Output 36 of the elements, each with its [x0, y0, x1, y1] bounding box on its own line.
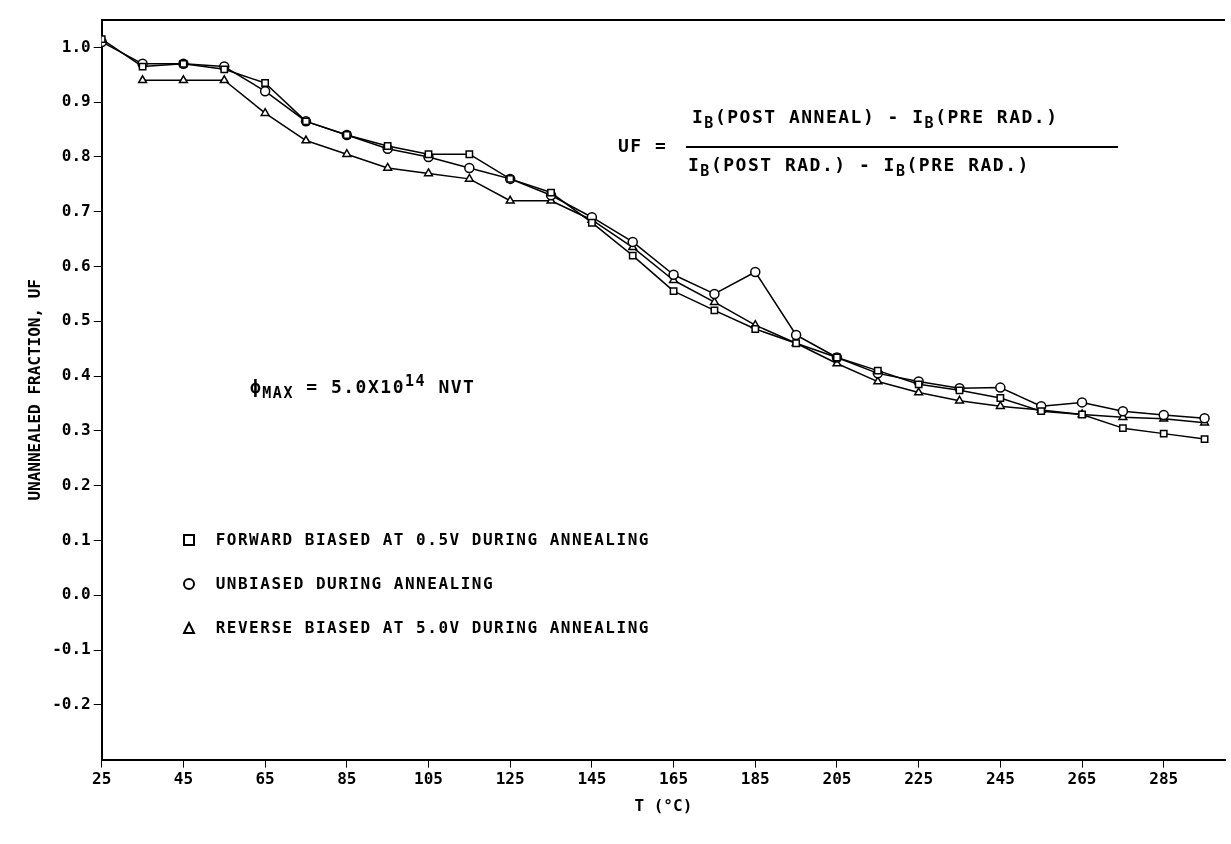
- x-tick-label: 85: [337, 769, 357, 789]
- x-tick-label: 145: [577, 769, 607, 789]
- y-tick-label: -0.2: [52, 693, 91, 713]
- annotation: I$_{B}$(POST RAD.) - I$_{B}$(PRE RAD.): [688, 154, 1030, 180]
- y-tick-label: 0.6: [61, 255, 91, 275]
- legend-label: REVERSE BIASED AT 5.0V DURING ANNEALING: [215, 618, 650, 638]
- y-tick-label: 0.7: [61, 200, 91, 220]
- x-tick-label: 165: [659, 769, 689, 789]
- x-tick-label: 205: [822, 769, 852, 789]
- x-tick-label: 285: [1149, 769, 1179, 789]
- y-tick-label: 0.2: [61, 474, 91, 494]
- y-axis-title: UNANNEALED FRACTION, UF: [24, 279, 44, 501]
- x-tick-label: 225: [904, 769, 934, 789]
- y-tick-label: 0.4: [61, 365, 91, 385]
- y-tick-label: 0.5: [61, 310, 91, 330]
- x-tick-label: 25: [92, 769, 112, 789]
- x-tick-label: 65: [255, 769, 275, 789]
- x-tick-label: 245: [985, 769, 1015, 789]
- y-tick-label: 0.8: [61, 146, 91, 166]
- y-tick-label: 0.9: [61, 91, 91, 111]
- x-tick-label: 185: [740, 769, 770, 789]
- x-axis-title: T (°C): [634, 795, 693, 815]
- y-tick-label: 0.3: [61, 420, 91, 440]
- y-tick-label: 0.1: [61, 529, 91, 549]
- y-tick-label: 1.0: [61, 36, 91, 56]
- annotation: I$_{B}$(POST ANNEAL) - I$_{B}$(PRE RAD.): [692, 106, 1059, 132]
- y-tick-label: 0.0: [61, 584, 91, 604]
- x-tick-label: 45: [173, 769, 194, 789]
- x-tick-label: 125: [495, 769, 525, 789]
- x-tick-label: 265: [1067, 769, 1097, 789]
- annotation: UF =: [618, 135, 668, 156]
- x-tick-label: 105: [414, 769, 443, 789]
- legend-label: FORWARD BIASED AT 0.5V DURING ANNEALING: [215, 530, 650, 550]
- y-tick-label: -0.1: [52, 639, 91, 659]
- legend-label: UNBIASED DURING ANNEALING: [215, 574, 495, 594]
- annotation: ϕ$_{MAX}$ = 5.0X10$^{14}$ NVT: [250, 372, 476, 402]
